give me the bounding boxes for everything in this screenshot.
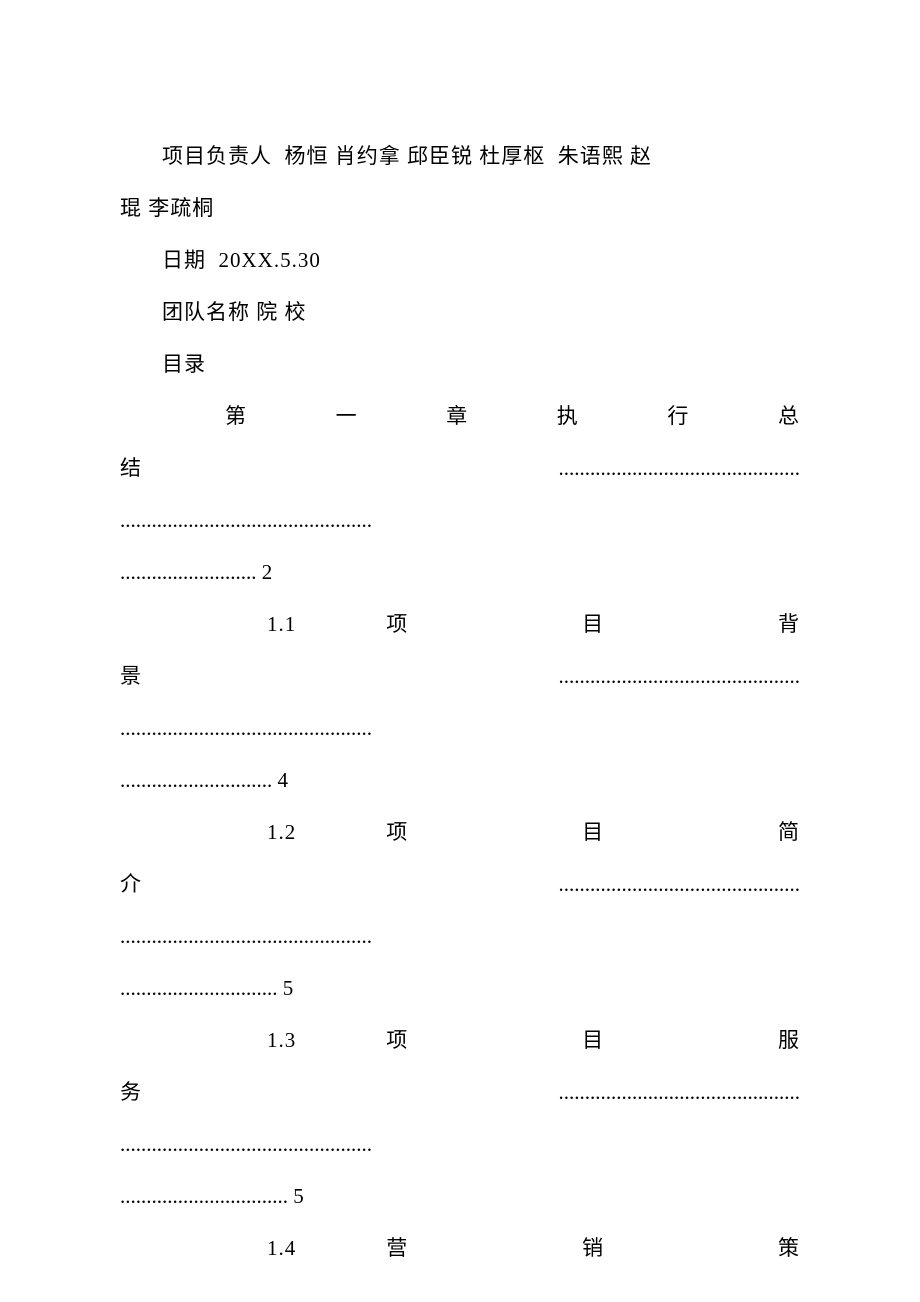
toc-section13-line1: 1.3 项 目 服 xyxy=(120,1019,800,1061)
toc-label: 目录 xyxy=(162,352,206,376)
toc-section11-line2: 景.......................................… xyxy=(120,655,800,697)
toc-section12-line1: 1.2 项 目 简 xyxy=(120,811,800,853)
toc-section11-line4: ............................. 4 xyxy=(120,759,800,801)
responsible-line: 项目负责人 杨恒 肖约拿 邱臣锐 杜厚枢 朱语熙 赵 xyxy=(120,135,800,177)
responsible-line-2: 琨 李疏桐 xyxy=(120,187,800,229)
toc-section13-line3: ........................................… xyxy=(120,1123,800,1165)
responsible-names-part1: 杨恒 肖约拿 邱臣锐 杜厚枢 朱语熙 赵 xyxy=(285,144,653,168)
toc-chapter1-line1: 第 一 章 执 行 总 xyxy=(120,395,800,437)
toc-section12-line4: .............................. 5 xyxy=(120,967,800,1009)
document-body: 项目负责人 杨恒 肖约拿 邱臣锐 杜厚枢 朱语熙 赵 琨 李疏桐 日期 20XX… xyxy=(120,135,800,1269)
toc-label-line: 目录 xyxy=(120,343,800,385)
team-line: 团队名称 院 校 xyxy=(120,291,800,333)
team-value: 院 校 xyxy=(256,300,306,324)
toc-chapter1-line4: .......................... 2 xyxy=(120,551,800,593)
date-label: 日期 xyxy=(162,248,206,272)
date-value: 20XX.5.30 xyxy=(219,248,321,272)
toc-section12-line3: ........................................… xyxy=(120,915,800,957)
toc-section11-line1: 1.1 项 目 背 xyxy=(120,603,800,645)
toc-section13-line2: 务.......................................… xyxy=(120,1071,800,1113)
toc-section13-line4: ................................ 5 xyxy=(120,1175,800,1217)
toc-section12-line2: 介.......................................… xyxy=(120,863,800,905)
toc-section11-line3: ........................................… xyxy=(120,707,800,749)
toc-chapter1-line2: 结.......................................… xyxy=(120,447,800,489)
responsible-names-part2: 琨 李疏桐 xyxy=(120,196,214,220)
date-line: 日期 20XX.5.30 xyxy=(120,239,800,281)
toc-chapter1-line3: ........................................… xyxy=(120,499,800,541)
team-label: 团队名称 xyxy=(162,300,250,324)
toc-section14-line1: 1.4 营 销 策 xyxy=(120,1227,800,1269)
responsible-label: 项目负责人 xyxy=(162,144,272,168)
